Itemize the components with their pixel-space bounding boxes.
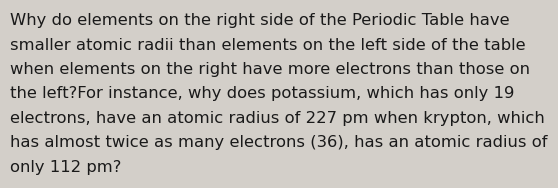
Text: smaller atomic radii than elements on the left side of the table: smaller atomic radii than elements on th… [10,38,526,53]
Text: only 112 pm?: only 112 pm? [10,160,122,175]
Text: electrons, have an atomic radius of 227 pm when krypton, which: electrons, have an atomic radius of 227 … [10,111,545,126]
Text: has almost twice as many electrons (36), has an atomic radius of: has almost twice as many electrons (36),… [10,135,547,150]
Text: when elements on the right have more electrons than those on: when elements on the right have more ele… [10,62,530,77]
Text: Why do elements on the right side of the Periodic Table have: Why do elements on the right side of the… [10,13,509,28]
Text: the left?For instance, why does potassium, which has only 19: the left?For instance, why does potassiu… [10,86,514,102]
